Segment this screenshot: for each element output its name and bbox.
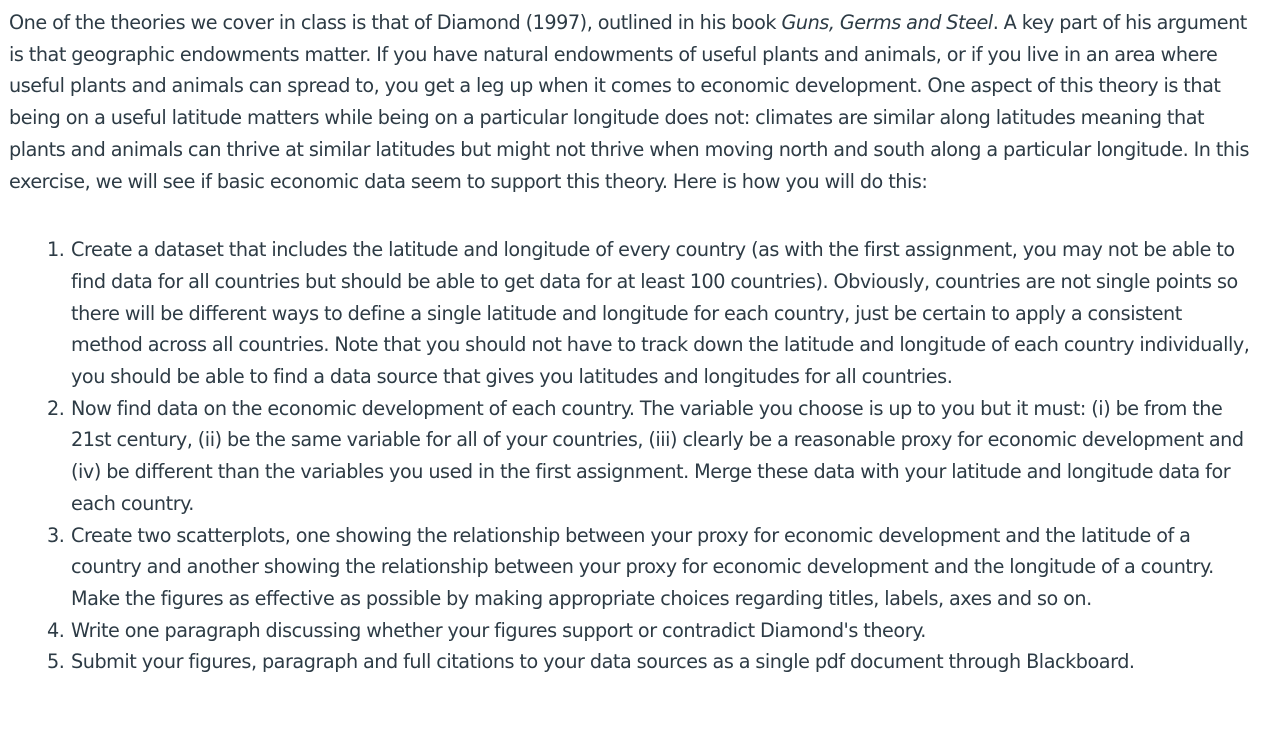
step-item-5: 5. Submit your figures, paragraph and ful… [47,646,1258,678]
step-number: 2. [47,396,65,420]
step-item-2: 2. Now find data on the economic developm… [47,393,1258,520]
step-item-4: 4. Write one paragraph discussing whether… [47,615,1258,647]
step-text: Create a dataset that includes the latit… [71,238,1250,389]
step-item-1: 1. Create a dataset that includes the lat… [47,234,1258,393]
step-number: 5. [47,650,65,674]
step-text: Now find data on the economic developmen… [71,396,1244,515]
step-text: Submit your figures, paragraph and full … [71,650,1135,674]
step-number: 3. [47,523,65,547]
book-title: Guns, Germs and Steel [781,11,993,34]
step-text: Write one paragraph discussing whether y… [71,618,926,642]
step-text: Create two scatterplots, one showing the… [71,523,1214,610]
step-number: 4. [47,618,65,642]
step-number: 1. [47,238,65,262]
intro-text-end: . A key part of his argument is that geo… [9,11,1250,193]
intro-paragraph: One of the theories we cover in class is… [9,7,1258,197]
step-item-3: 3. Create two scatterplots, one showing t… [47,520,1258,615]
intro-text-start: One of the theories we cover in class is… [9,11,782,34]
instruction-steps-list: 1. Create a dataset that includes the lat… [9,234,1258,678]
